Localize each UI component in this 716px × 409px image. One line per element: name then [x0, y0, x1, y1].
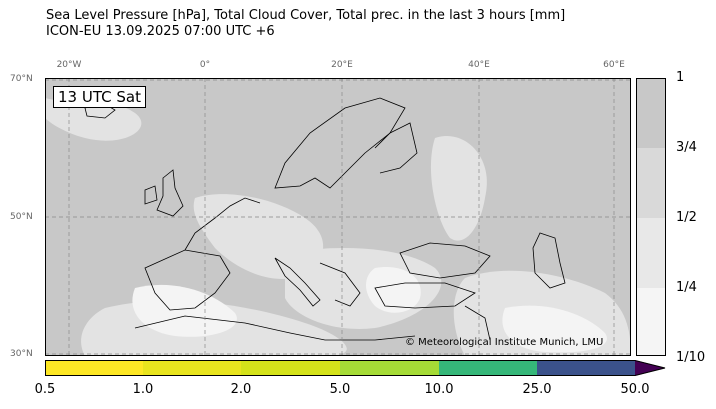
weather-map [45, 78, 631, 356]
map-frame [45, 78, 631, 356]
precip-band-10-0 [439, 360, 537, 376]
precip-label-0-5: 0.5 [34, 382, 56, 397]
lat-label-30n: 30°N [10, 349, 33, 359]
title-line-1: Sea Level Pressure [hPa], Total Cloud Co… [46, 8, 566, 23]
precip-band-2-0 [241, 360, 340, 376]
precip-extend-arrow [635, 360, 665, 376]
cloud-band-3 [636, 218, 666, 288]
lat-label-50n: 50°N [10, 212, 33, 222]
precip-label-5-0: 5.0 [329, 382, 351, 397]
precip-band-25-0 [537, 360, 635, 376]
cloud-label-1-4: 1/4 [676, 280, 697, 295]
lon-label-0: 0° [199, 60, 211, 70]
cloud-label-1-10: 1/10 [676, 350, 706, 365]
lon-label-60e: 60°E [603, 60, 625, 70]
precip-band-1-0 [143, 360, 241, 376]
precip-band-5-0 [340, 360, 439, 376]
precip-band-0-5 [45, 360, 143, 376]
cloud-band-2 [636, 148, 666, 218]
cloud-label-1: 1 [676, 70, 685, 85]
title-line-2: ICON-EU 13.09.2025 07:00 UTC +6 [46, 24, 275, 39]
precip-label-1-0: 1.0 [132, 382, 154, 397]
lon-label-20w: 20°W [56, 60, 82, 70]
lon-label-40e: 40°E [468, 60, 490, 70]
precip-label-10-0: 10.0 [424, 382, 454, 397]
precip-label-2-0: 2.0 [230, 382, 252, 397]
clear-sky-patches [132, 267, 607, 353]
chart-title: Sea Level Pressure [hPa], Total Cloud Co… [46, 8, 565, 40]
lon-label-20e: 20°E [331, 60, 353, 70]
cloud-label-1-2: 1/2 [676, 210, 697, 225]
cloud-band-1 [636, 78, 666, 148]
precip-label-50-0: 50.0 [620, 382, 650, 397]
credit-label: © Meteorological Institute Munich, LMU [405, 337, 604, 348]
cloud-label-3-4: 3/4 [676, 140, 697, 155]
cloud-cover-patches [45, 98, 631, 356]
lat-label-70n: 70°N [10, 74, 33, 84]
precip-label-25-0: 25.0 [522, 382, 552, 397]
cloud-cover-colorbar [636, 78, 666, 356]
precip-colorbar [45, 360, 666, 376]
graticule [45, 78, 631, 356]
time-label: 13 UTC Sat [53, 86, 146, 108]
cloud-band-4 [636, 288, 666, 356]
